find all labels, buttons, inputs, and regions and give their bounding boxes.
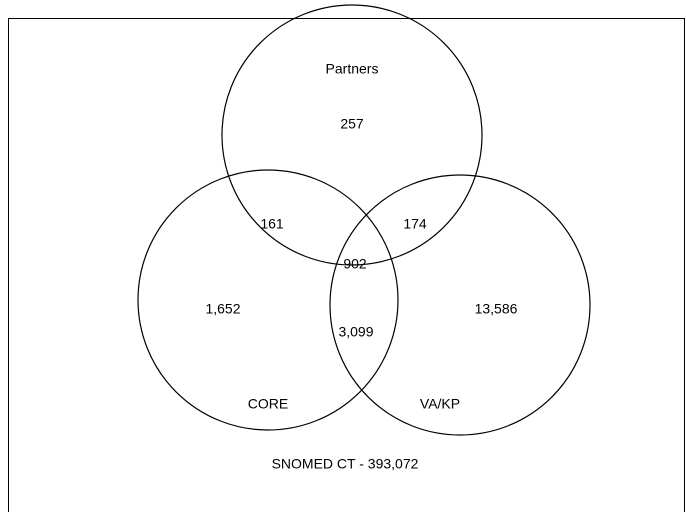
vakp-circle — [329, 174, 591, 436]
region-count: 161 — [260, 216, 284, 232]
core-circle — [137, 169, 399, 431]
region-count: 1,652 — [205, 301, 240, 317]
region-count: 174 — [403, 216, 427, 232]
partners-circle — [221, 4, 483, 266]
region-count: 13,586 — [475, 301, 518, 317]
region-count: 3,099 — [338, 324, 373, 340]
set-label: Partners — [326, 61, 379, 77]
caption: SNOMED CT - 393,072 — [272, 456, 419, 472]
frame — [8, 18, 685, 512]
set-label: VA/KP — [420, 396, 460, 412]
set-label: CORE — [248, 396, 288, 412]
region-count: 257 — [340, 116, 364, 132]
region-count: 902 — [343, 256, 367, 272]
